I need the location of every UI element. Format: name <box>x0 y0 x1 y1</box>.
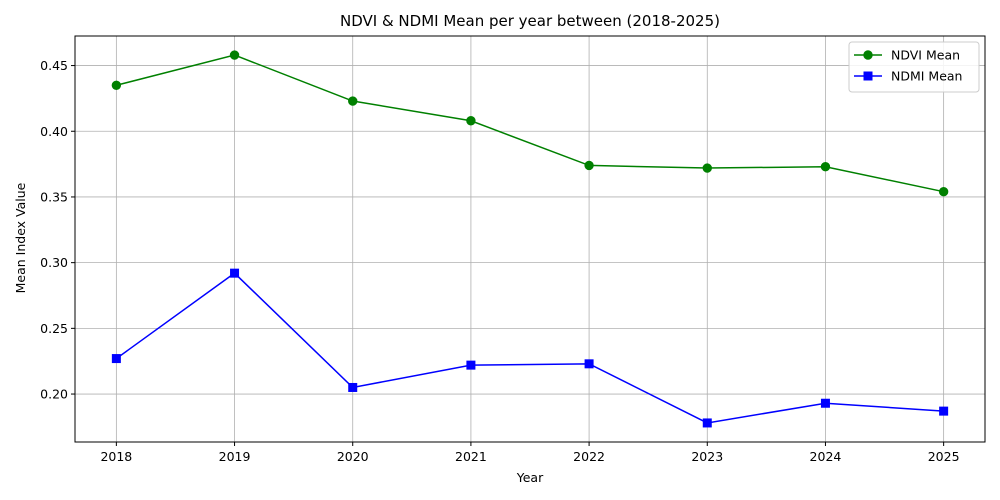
x-tick-label: 2022 <box>573 449 605 464</box>
x-tick-label: 2020 <box>337 449 369 464</box>
x-tick-label: 2025 <box>928 449 960 464</box>
legend: NDVI Mean NDMI Mean <box>848 41 980 93</box>
y-tick-label: 0.30 <box>40 255 68 270</box>
legend-marker <box>863 50 873 60</box>
ndvi-mean-point <box>111 80 122 90</box>
y-tick-label: 0.20 <box>40 387 68 402</box>
ndvi-mean-point <box>466 116 476 126</box>
legend-label: NDVI Mean <box>891 48 960 63</box>
plot-frame <box>74 35 986 443</box>
y-axis-label: Mean Index Value <box>13 182 28 293</box>
legend-marker <box>863 71 873 81</box>
x-tick-label: 2023 <box>691 449 723 464</box>
ndmi-mean-point <box>702 418 712 428</box>
ndmi-mean-point <box>111 354 121 364</box>
legend-item-ndmi-mean: NDMI Mean <box>854 69 962 84</box>
ndmi-mean-point <box>466 360 476 370</box>
ndmi-mean-point <box>348 382 358 392</box>
ndvi-mean-point <box>702 163 712 173</box>
ndmi-mean-series <box>111 268 949 428</box>
ndmi-mean-point <box>820 398 830 408</box>
ndvi-mean-point <box>229 50 240 60</box>
ndvi-mean-point <box>348 96 358 106</box>
ndmi-mean-point <box>584 359 594 369</box>
legend-label: NDMI Mean <box>891 69 962 84</box>
y-tick-label: 0.45 <box>40 58 68 73</box>
y-tick-label: 0.25 <box>40 321 68 336</box>
x-tick-label: 2019 <box>219 449 251 464</box>
ndmi-mean-point <box>230 268 240 278</box>
x-tick-label: 2021 <box>455 449 487 464</box>
grid <box>75 36 985 442</box>
series-layer <box>111 50 949 428</box>
x-tick-label: 2018 <box>100 449 132 464</box>
legend-item-ndvi-mean: NDVI Mean <box>854 48 960 63</box>
ndvi-mean-series <box>111 50 949 197</box>
ndvi-mean-point <box>938 186 949 197</box>
ndvi-mean-point <box>584 160 594 171</box>
ndmi-mean-point <box>939 406 949 416</box>
ndvi-mean-line <box>116 54 944 193</box>
axis-ticks: 2018 2019 2020 2021 2022 2023 2024 2025 0.20 0.25… <box>40 58 959 464</box>
chart-title: NDVI & NDMI Mean per year between (2018-… <box>340 12 720 30</box>
y-tick-label: 0.40 <box>40 124 68 139</box>
x-tick-label: 2024 <box>810 449 842 464</box>
y-tick-label: 0.35 <box>40 189 68 204</box>
ndvi-mean-point <box>820 162 831 172</box>
x-axis-label: Year <box>516 470 544 485</box>
ndmi-mean-line <box>115 272 944 424</box>
